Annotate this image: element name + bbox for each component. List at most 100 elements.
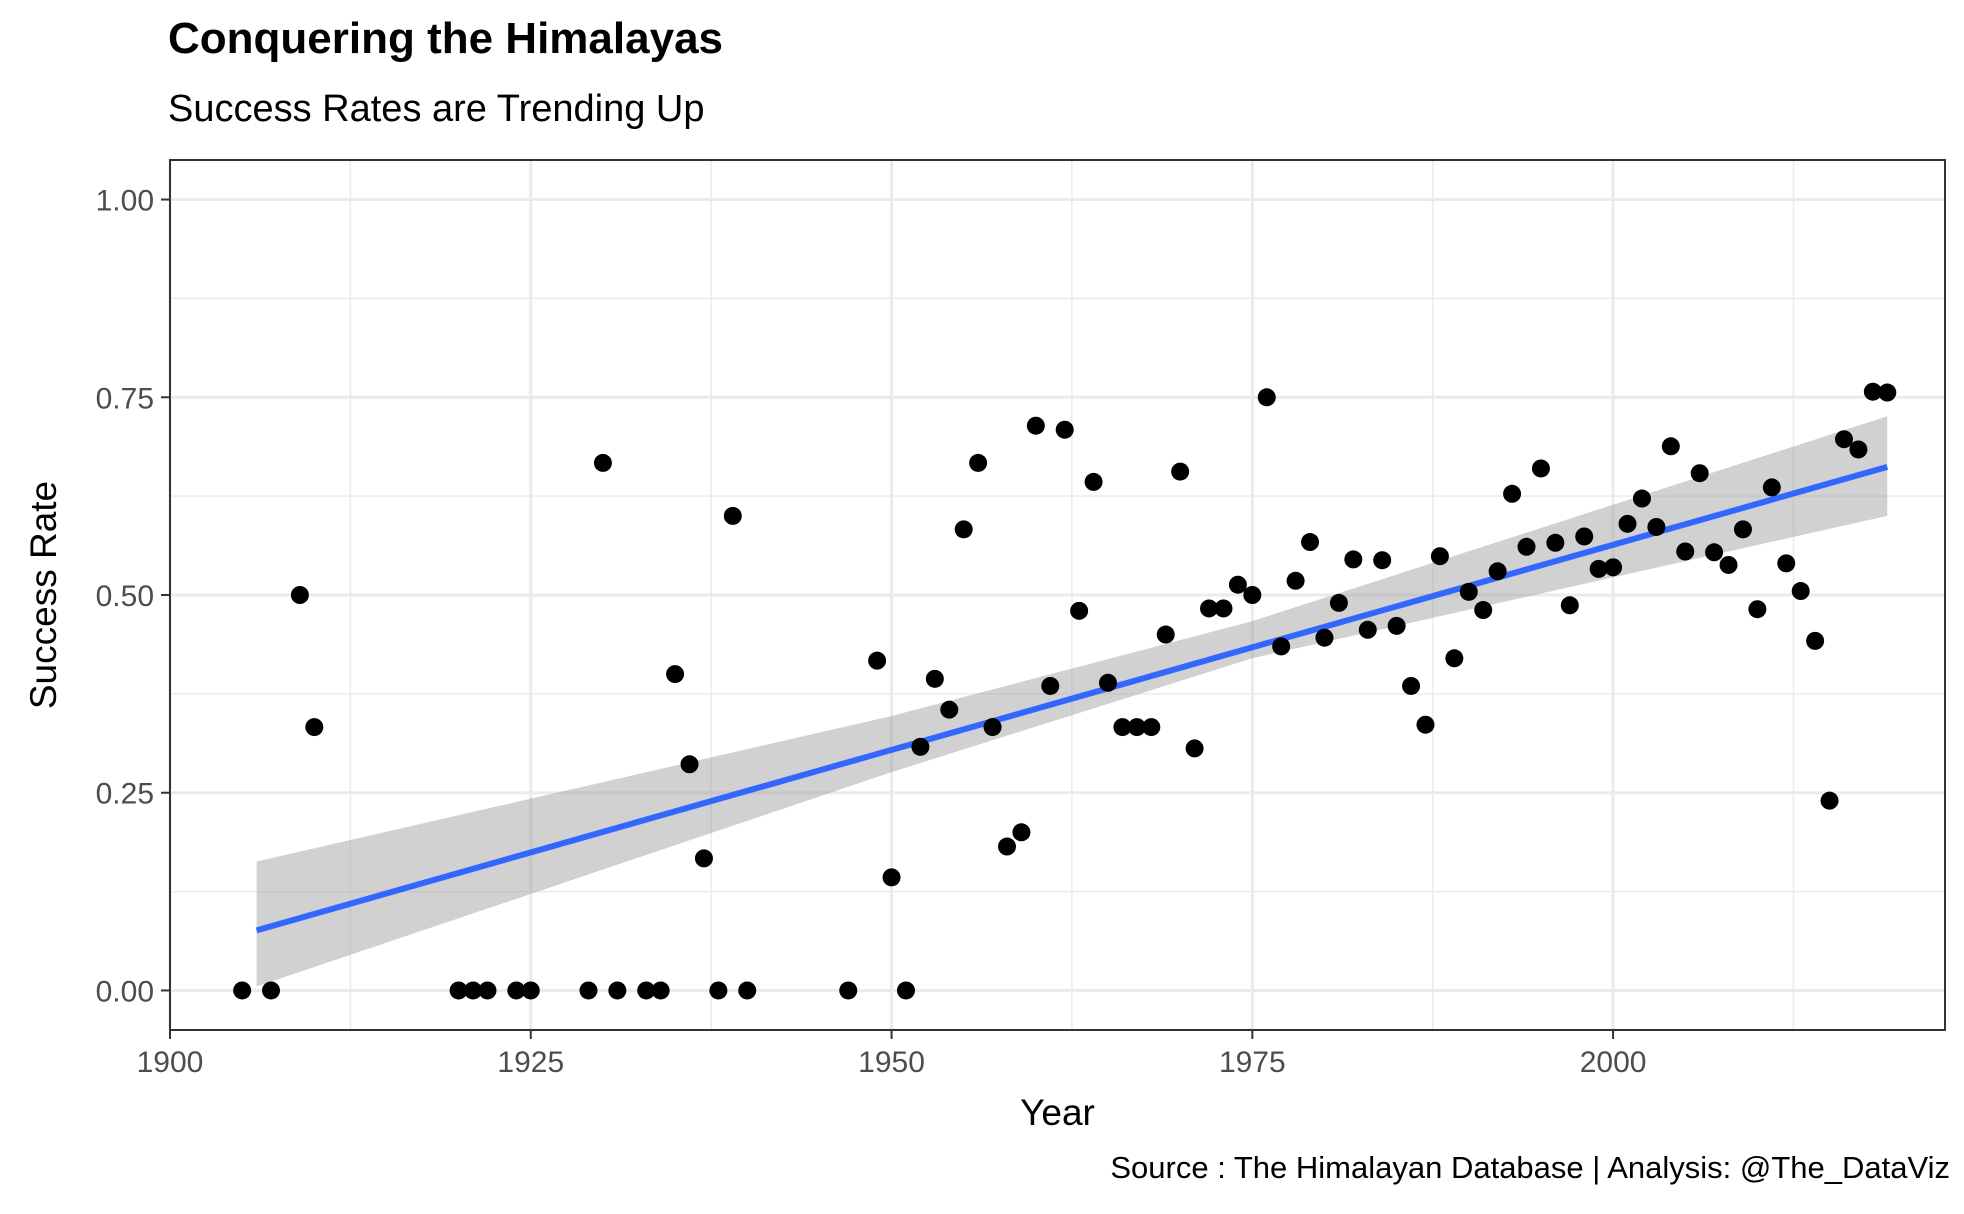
data-point xyxy=(1200,599,1219,618)
data-point xyxy=(868,651,887,670)
data-point xyxy=(1618,514,1637,533)
data-point xyxy=(1329,593,1348,612)
data-point xyxy=(1806,631,1825,650)
data-point xyxy=(1026,416,1045,435)
x-tick-label: 2000 xyxy=(1580,1046,1647,1079)
data-point xyxy=(1099,673,1118,692)
data-point xyxy=(1041,676,1060,695)
data-point xyxy=(1503,484,1522,503)
chart-title: Conquering the Himalayas xyxy=(168,14,724,63)
data-point xyxy=(1863,382,1882,401)
axes-layer: 1900 1925 1950 1975 2000 0.00 0.25 0.50 0.75 1.00 xyxy=(96,185,1647,1079)
data-point xyxy=(1719,555,1738,574)
data-point xyxy=(1416,715,1435,734)
data-point xyxy=(983,718,1002,737)
data-point xyxy=(1243,586,1262,604)
y-tick-label: 0.50 xyxy=(96,580,154,613)
data-point xyxy=(1546,533,1565,552)
data-point xyxy=(1430,547,1449,566)
data-point xyxy=(1820,791,1839,810)
data-point xyxy=(1214,599,1233,618)
data-point xyxy=(1531,459,1550,478)
data-point xyxy=(1315,628,1334,647)
trend-line xyxy=(255,463,1889,934)
data-point xyxy=(969,453,988,472)
trend-line-layer xyxy=(255,463,1889,934)
data-point xyxy=(1113,718,1132,737)
data-point xyxy=(579,981,598,1000)
y-axis-title: Success Rate xyxy=(23,481,64,709)
data-point xyxy=(1647,517,1666,536)
data-point xyxy=(1070,601,1089,620)
data-point xyxy=(1791,582,1810,601)
data-point xyxy=(882,868,901,887)
data-point xyxy=(1733,520,1752,539)
data-point xyxy=(694,849,713,868)
data-point xyxy=(709,981,728,1000)
data-point xyxy=(1127,718,1146,737)
data-point xyxy=(1373,551,1392,570)
data-point xyxy=(1705,543,1724,562)
data-point xyxy=(666,665,685,684)
data-point xyxy=(1055,420,1074,439)
data-point xyxy=(651,981,670,1000)
y-tick-label: 0.00 xyxy=(96,975,154,1008)
data-point xyxy=(1849,440,1868,459)
data-point xyxy=(608,981,627,1000)
data-point xyxy=(738,981,757,1000)
data-point xyxy=(478,981,497,1000)
data-point xyxy=(1690,464,1709,483)
x-tick-label: 1975 xyxy=(1219,1046,1286,1079)
data-point xyxy=(449,981,468,1000)
data-point xyxy=(1777,554,1796,573)
data-point xyxy=(1575,527,1594,546)
data-point xyxy=(839,981,858,1000)
data-point xyxy=(1834,430,1853,449)
data-point xyxy=(1171,462,1190,481)
data-point xyxy=(1878,383,1897,402)
data-point xyxy=(723,506,742,525)
data-point xyxy=(925,669,944,688)
data-point xyxy=(1459,582,1478,601)
chart-subtitle: Success Rates are Trending Up xyxy=(168,88,705,130)
x-tick-label: 1900 xyxy=(137,1046,204,1079)
data-point xyxy=(1257,388,1276,407)
data-point xyxy=(1402,676,1421,695)
data-point xyxy=(1344,550,1363,569)
data-point xyxy=(911,737,930,756)
data-point xyxy=(1676,542,1695,561)
data-point xyxy=(290,586,309,604)
data-point xyxy=(1517,537,1536,556)
data-point xyxy=(1272,637,1291,656)
data-point xyxy=(1661,437,1680,456)
data-point xyxy=(1632,489,1651,508)
data-point xyxy=(1445,649,1464,668)
data-point xyxy=(637,981,656,1000)
data-point xyxy=(896,981,915,1000)
y-tick-label: 1.00 xyxy=(96,185,154,218)
data-point xyxy=(593,453,612,472)
data-point xyxy=(507,981,526,1000)
data-point xyxy=(1301,533,1320,552)
data-points-layer xyxy=(233,382,1897,1000)
y-tick-label: 0.75 xyxy=(96,382,154,415)
x-tick-label: 1950 xyxy=(858,1046,925,1079)
data-point xyxy=(1589,559,1608,578)
data-point xyxy=(1488,562,1507,581)
data-point xyxy=(940,700,959,719)
data-point xyxy=(1156,625,1175,644)
data-point xyxy=(1358,620,1377,639)
source-caption: Source : The Himalayan Database | Analys… xyxy=(1110,1150,1950,1185)
data-point xyxy=(1604,558,1623,577)
data-point xyxy=(1748,600,1767,619)
data-point xyxy=(1142,718,1161,737)
data-point xyxy=(305,718,324,737)
y-tick-label: 0.25 xyxy=(96,778,154,811)
data-point xyxy=(464,981,483,1000)
data-point xyxy=(1387,616,1406,635)
data-point xyxy=(1012,823,1031,842)
data-point xyxy=(521,981,540,1000)
data-point xyxy=(997,837,1016,856)
data-point xyxy=(680,755,699,774)
